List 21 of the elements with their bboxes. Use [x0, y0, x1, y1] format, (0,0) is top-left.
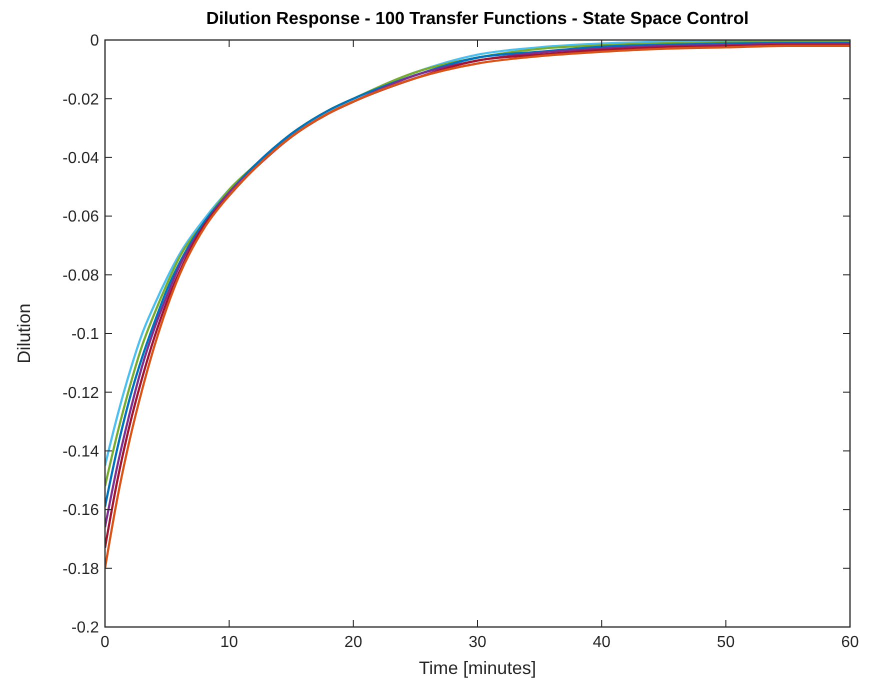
y-tick-label: -0.06 — [62, 208, 100, 226]
x-tick-label: 50 — [716, 634, 735, 651]
y-tick-label: -0.12 — [62, 384, 100, 402]
y-tick-label: -0.04 — [62, 150, 100, 167]
chart-title: Dilution Response - 100 Transfer Functions - State Space Control — [206, 8, 749, 28]
x-tick-label: 60 — [841, 634, 859, 651]
y-axis-title: Dilution — [14, 303, 34, 364]
y-tick-label: -0.16 — [62, 502, 100, 520]
x-tick-label: 20 — [344, 634, 362, 651]
y-tick-label: -0.14 — [62, 444, 100, 460]
x-tick-label: 30 — [468, 634, 486, 651]
x-tick-label: 10 — [220, 634, 238, 651]
y-tick-label: -0.1 — [71, 326, 100, 344]
x-axis-title: Time [minutes] — [418, 658, 536, 678]
y-tick-label: -0.02 — [62, 91, 100, 108]
y-tick-label: -0.08 — [62, 267, 100, 284]
y-tick-label: -0.18 — [62, 560, 100, 578]
x-tick-label: 0 — [100, 634, 110, 651]
y-tick-label: -0.2 — [71, 620, 100, 637]
x-tick-label: 40 — [592, 634, 611, 651]
y-tick-label: 0 — [90, 32, 100, 50]
